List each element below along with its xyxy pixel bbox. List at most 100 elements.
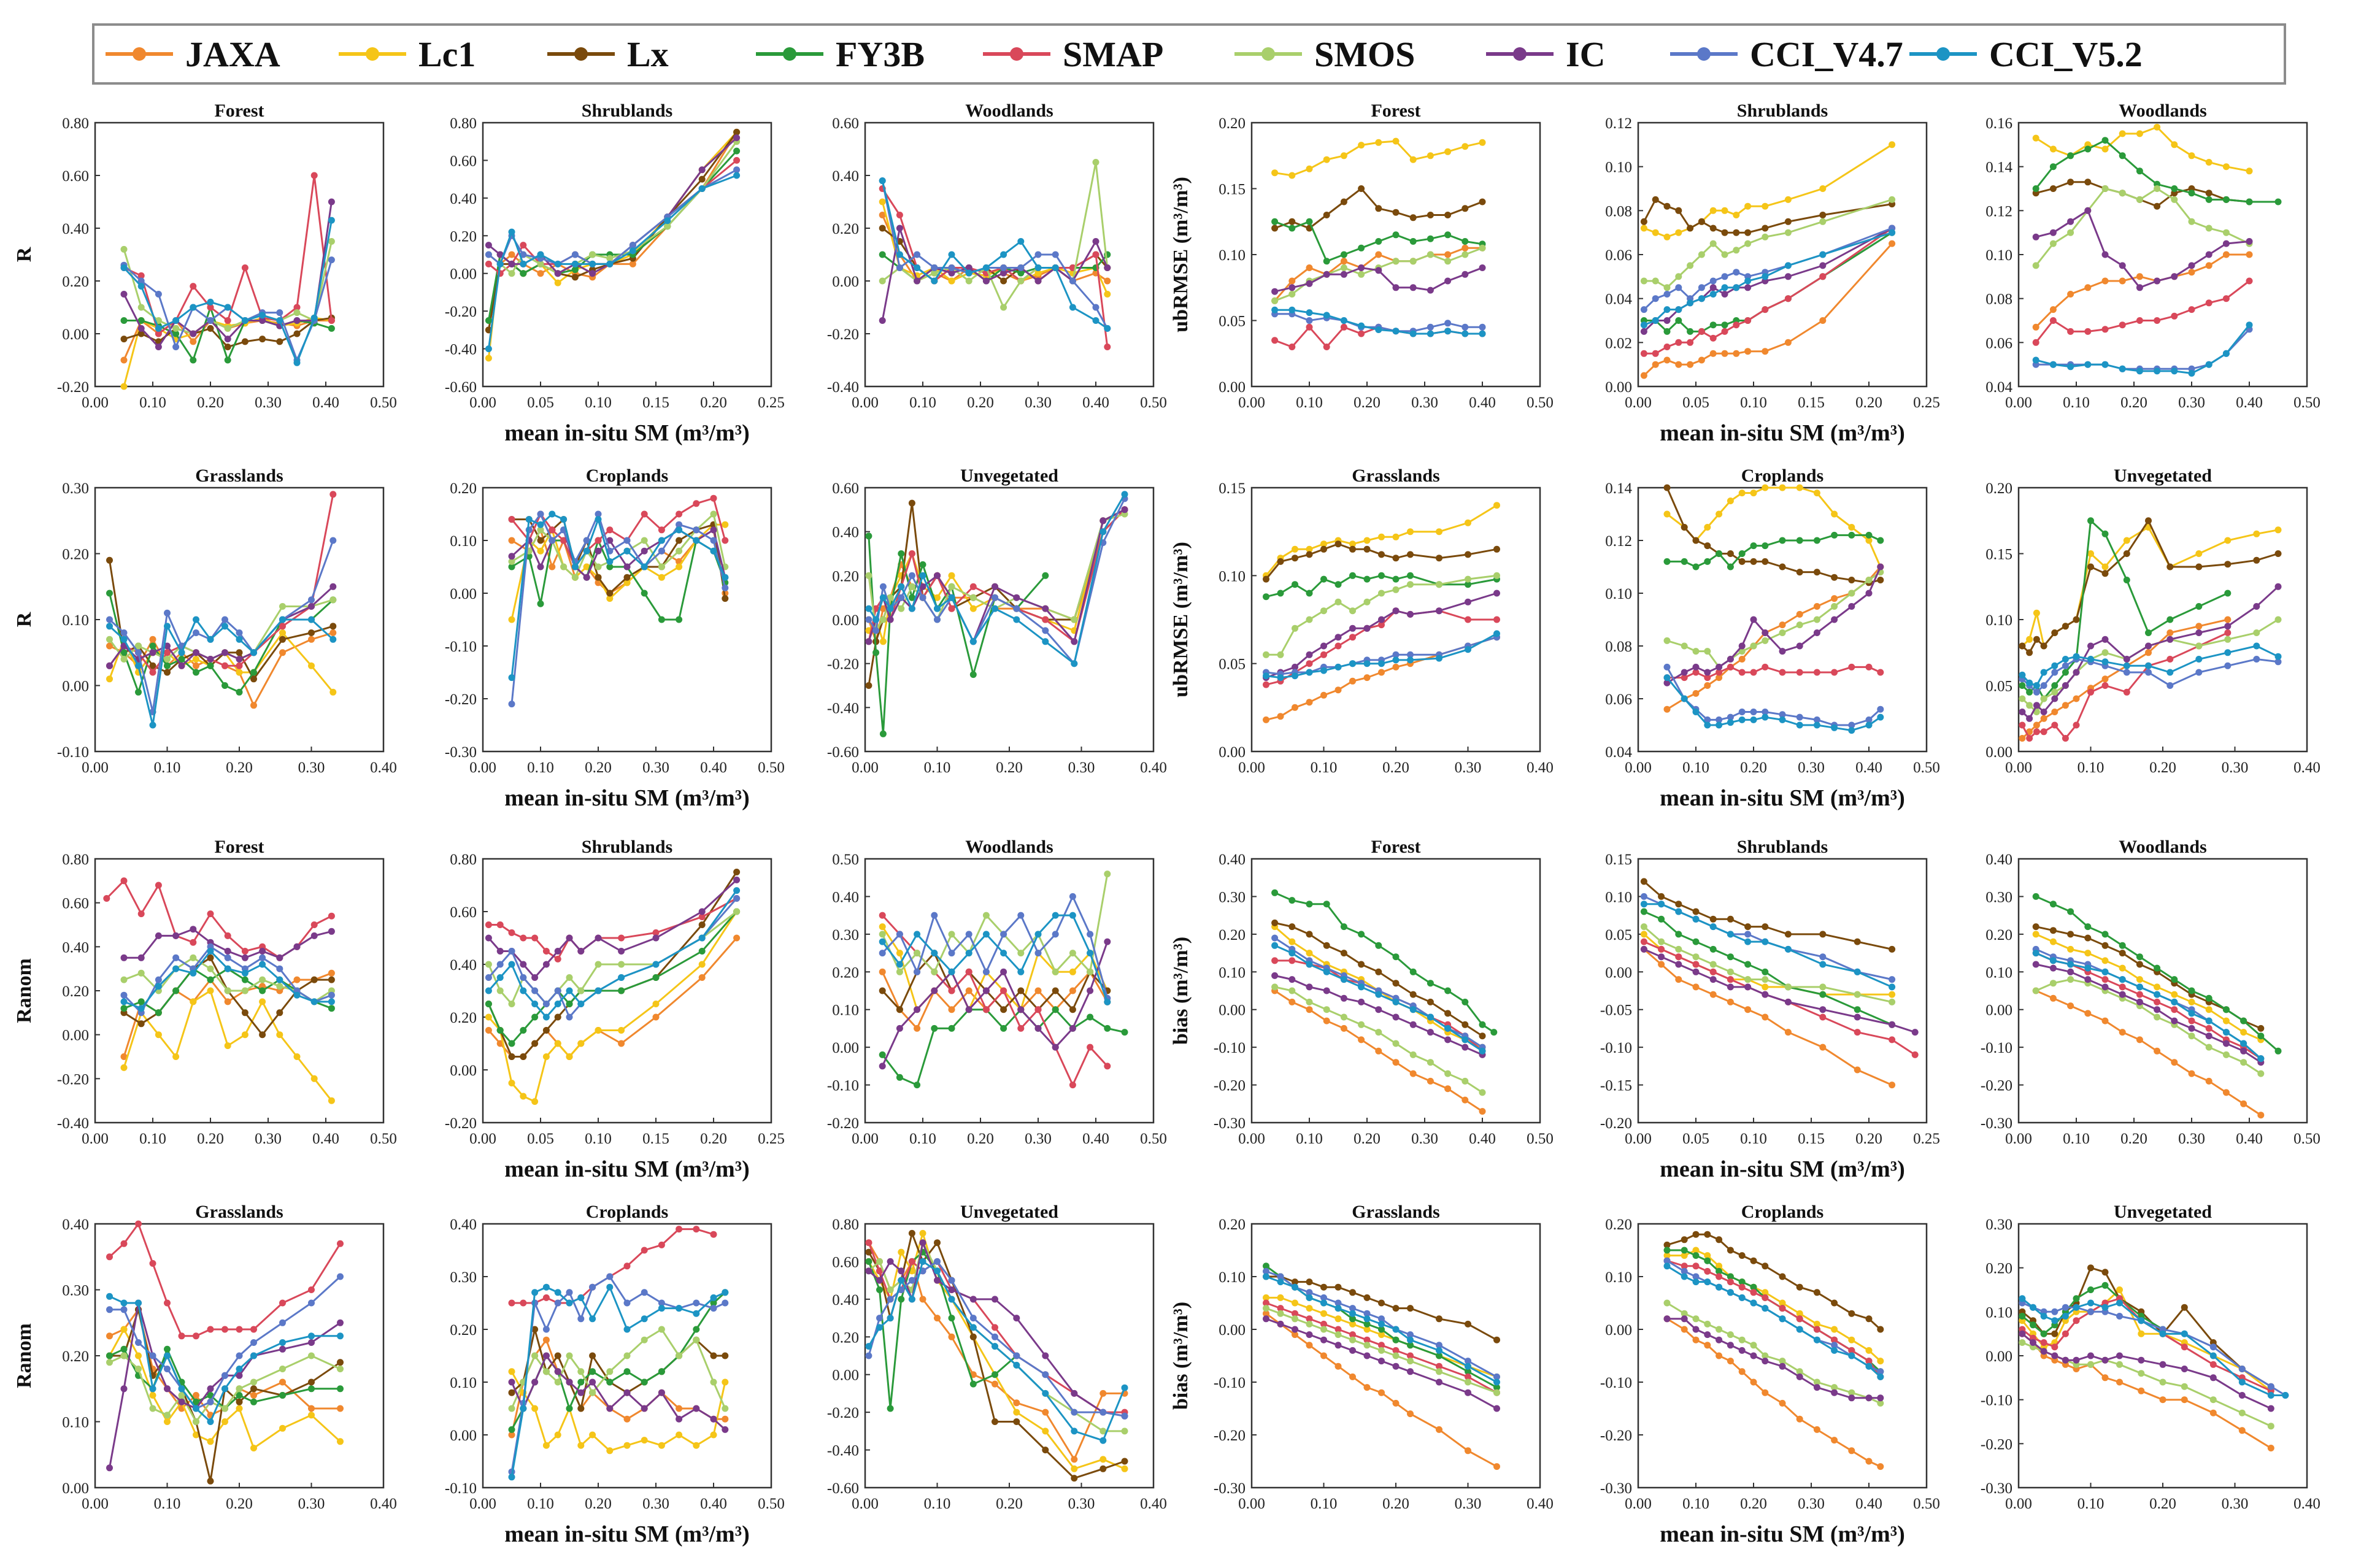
y-tick-label: -0.10 xyxy=(445,1480,477,1497)
data-point xyxy=(2224,662,2232,669)
data-point xyxy=(1392,1362,1400,1370)
data-point xyxy=(2274,653,2282,660)
series-cci-v5-2 xyxy=(865,491,1128,667)
data-point xyxy=(554,987,561,994)
data-point xyxy=(1831,1326,1838,1333)
data-point xyxy=(1392,1399,1400,1407)
data-point xyxy=(1692,968,1700,975)
x-tick-label: 0.20 xyxy=(2149,1496,2176,1512)
data-point xyxy=(1292,672,1298,680)
data-point xyxy=(1378,1389,1385,1396)
data-point xyxy=(1865,531,1873,539)
data-point xyxy=(1409,258,1417,265)
data-point xyxy=(2222,295,2230,302)
series-line xyxy=(109,631,334,693)
x-tick-label: 0.30 xyxy=(2222,759,2249,776)
data-point xyxy=(992,1343,998,1350)
y-tick-label: 0.14 xyxy=(1985,159,2012,176)
data-point xyxy=(1104,1063,1111,1070)
data-point xyxy=(1704,1320,1711,1328)
x-tick-label: 0.25 xyxy=(758,1131,785,1147)
series-line xyxy=(1666,666,1881,726)
series-jaxa xyxy=(1263,1310,1500,1470)
data-point xyxy=(2257,1055,2265,1063)
data-point xyxy=(1306,264,1313,271)
data-point xyxy=(2188,306,2195,313)
data-point xyxy=(2274,526,2282,534)
data-point xyxy=(2019,735,2026,742)
series-line xyxy=(1666,1318,1881,1467)
data-point xyxy=(1306,931,1313,938)
data-point xyxy=(1392,258,1400,265)
data-point xyxy=(1796,1326,1803,1333)
data-point xyxy=(1692,1231,1700,1238)
data-point xyxy=(1727,1342,1734,1349)
panel-title: Forest xyxy=(1371,101,1420,121)
data-point xyxy=(1762,348,1769,355)
data-point xyxy=(710,1378,717,1386)
data-point xyxy=(1292,1331,1298,1339)
data-point xyxy=(1013,594,1020,601)
data-point xyxy=(508,674,515,682)
data-point xyxy=(658,1368,665,1375)
data-point xyxy=(149,642,156,650)
data-point xyxy=(172,330,180,337)
data-point xyxy=(221,623,228,630)
data-point xyxy=(1378,621,1385,629)
data-point xyxy=(155,291,162,298)
data-point xyxy=(2205,1006,2212,1013)
data-point xyxy=(2101,570,2109,577)
data-point xyxy=(1334,1299,1342,1307)
y-tick-label: 0.80 xyxy=(450,115,477,132)
data-point xyxy=(1831,574,1838,581)
data-point xyxy=(1716,663,1723,671)
data-point xyxy=(1306,165,1313,172)
data-point xyxy=(1392,328,1400,335)
data-point xyxy=(2101,361,2109,368)
data-point xyxy=(566,1405,573,1412)
series-line xyxy=(510,523,725,620)
data-point xyxy=(1692,709,1700,715)
data-point xyxy=(1013,1352,1020,1359)
data-point xyxy=(221,1385,228,1393)
y-tick-label: -0.20 xyxy=(445,691,477,708)
data-point xyxy=(190,926,197,933)
data-point xyxy=(155,983,162,990)
data-point xyxy=(887,1315,894,1322)
data-point xyxy=(1042,616,1049,623)
data-point xyxy=(934,1277,941,1284)
data-point xyxy=(1831,1299,1838,1307)
data-point xyxy=(1288,897,1296,904)
data-point xyxy=(2084,964,2092,972)
data-point xyxy=(485,317,492,324)
data-point xyxy=(328,912,335,920)
data-point xyxy=(676,616,683,623)
data-point xyxy=(898,583,905,590)
data-point xyxy=(1738,550,1746,557)
data-point xyxy=(1292,663,1298,671)
data-point xyxy=(508,553,515,560)
x-tick-label: 0.50 xyxy=(1140,1131,1167,1147)
series-cci-v5-2 xyxy=(1663,1262,1884,1380)
data-point xyxy=(241,264,248,271)
data-point xyxy=(1340,1024,1347,1032)
data-point xyxy=(1889,976,1896,983)
data-point xyxy=(279,1339,286,1346)
data-point xyxy=(328,928,335,935)
data-point xyxy=(1687,361,1694,368)
data-point xyxy=(896,1006,903,1013)
data-point xyxy=(948,251,955,258)
data-point xyxy=(2067,328,2074,335)
data-point xyxy=(2084,976,2092,983)
data-point xyxy=(329,583,337,590)
series-cci-v4-7 xyxy=(1663,663,1884,729)
data-point xyxy=(658,616,665,623)
data-point xyxy=(948,277,955,285)
data-point xyxy=(207,317,214,324)
y-tick-label: 0.05 xyxy=(1219,656,1246,673)
data-point xyxy=(279,1424,286,1432)
data-point xyxy=(589,1283,596,1291)
data-point xyxy=(542,1001,550,1007)
data-point xyxy=(1762,713,1769,721)
data-point xyxy=(722,1378,729,1386)
